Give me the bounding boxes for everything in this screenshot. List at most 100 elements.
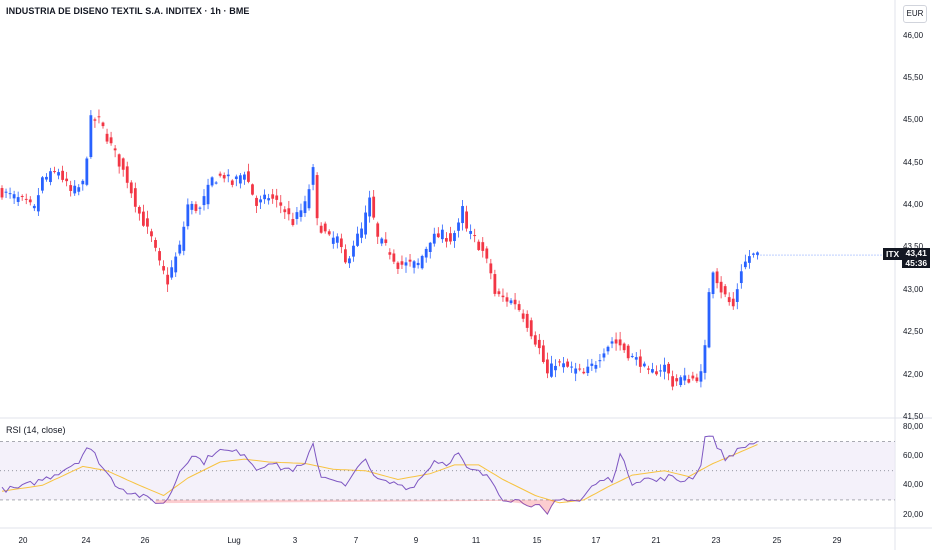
candle-body <box>647 368 650 370</box>
candle-body <box>525 313 529 328</box>
candle-body <box>303 201 307 214</box>
candle-body <box>263 194 266 200</box>
candle-body <box>89 115 93 158</box>
candle-body <box>194 204 198 211</box>
candle-body <box>469 231 473 234</box>
candle-body <box>748 256 751 263</box>
candle-body <box>57 172 60 176</box>
candle-body <box>105 133 109 142</box>
time-tick-label: 20 <box>18 536 28 545</box>
candle-body <box>449 233 452 242</box>
candle-body <box>715 271 719 284</box>
candle-body <box>158 251 161 261</box>
candle-body <box>465 211 468 229</box>
candle-body <box>121 158 125 170</box>
candle-body <box>752 253 755 255</box>
candle-body <box>142 211 145 226</box>
candle-body <box>554 365 557 371</box>
candle-body <box>307 189 311 209</box>
candle-body <box>69 185 73 191</box>
candle-body <box>348 258 351 264</box>
candle-body <box>101 122 105 127</box>
candle-body <box>453 233 456 242</box>
candle-body <box>642 363 646 367</box>
last-price-tag: ITX 43,41 45:36 <box>883 248 931 268</box>
rsi-tick-label: 80,00 <box>903 422 924 431</box>
candle-body <box>339 238 343 248</box>
candle-body <box>125 166 129 183</box>
candle-body <box>174 256 178 273</box>
rsi-legend-label[interactable]: RSI (14, close) <box>6 425 66 435</box>
candle-body <box>537 339 541 349</box>
candle-body <box>743 261 747 268</box>
candle-body <box>368 197 372 217</box>
candle-body <box>182 226 186 251</box>
rsi-oversold-fill <box>155 499 580 515</box>
candle-body <box>687 379 691 383</box>
candle-body <box>634 357 638 360</box>
candle-body <box>723 286 727 295</box>
candle-body <box>735 289 739 302</box>
candle-body <box>731 298 735 307</box>
price-tick-label: 43,50 <box>903 242 924 252</box>
candle-body <box>0 188 4 198</box>
candle-body <box>36 195 40 212</box>
candle-body <box>489 263 493 274</box>
candle-body <box>234 176 238 180</box>
candle-body <box>703 345 707 373</box>
candle-body <box>562 363 565 368</box>
candle-body <box>238 175 242 184</box>
candle-body <box>424 248 428 258</box>
candle-body <box>331 237 335 244</box>
candle-body <box>699 371 703 382</box>
symbol-title[interactable]: INDUSTRIA DE DISENO TEXTIL S.A. INDITEX … <box>6 6 250 16</box>
candle-body <box>440 229 444 240</box>
candle-body <box>606 346 610 352</box>
candle-body <box>85 158 89 185</box>
last-price-symbol: ITX <box>883 248 903 260</box>
time-tick-label: 24 <box>81 536 91 545</box>
candle-body <box>626 345 630 359</box>
candle-body <box>457 222 460 231</box>
bar-countdown: 45:36 <box>905 258 928 268</box>
candle-body <box>222 175 226 179</box>
candle-body <box>327 231 331 235</box>
rsi-line <box>1 435 758 516</box>
time-tick-label: 3 <box>292 536 298 545</box>
candle-body <box>558 361 561 363</box>
candle-body <box>28 199 32 203</box>
candle-body <box>20 195 24 197</box>
price-tick-label: 43,00 <box>903 284 924 294</box>
candle-body <box>610 341 614 344</box>
price-tick-label: 46,00 <box>903 30 924 40</box>
rsi-tick-label: 20,00 <box>903 509 924 519</box>
currency-button[interactable]: EUR <box>903 5 927 23</box>
candle-body <box>473 235 477 237</box>
price-tick-label: 42,00 <box>903 369 924 379</box>
candle-body <box>77 187 81 192</box>
candle-body <box>582 371 586 374</box>
candle-body <box>384 239 388 243</box>
candle-body <box>404 262 408 266</box>
candle-body <box>461 206 464 224</box>
price-tick-label: 44,00 <box>903 200 924 210</box>
candle-body <box>190 203 194 210</box>
candle-body <box>97 116 101 118</box>
time-tick-label: 21 <box>651 536 661 545</box>
candle-body <box>667 363 670 374</box>
candle-body <box>679 377 683 386</box>
time-tick-label: 15 <box>532 536 542 545</box>
candle-body <box>291 219 295 225</box>
candle-body <box>505 297 509 302</box>
time-tick-label: 11 <box>471 536 481 545</box>
candle-body <box>594 364 598 369</box>
candle-body <box>432 233 436 244</box>
candle-body <box>81 180 85 185</box>
candle-body <box>408 259 412 262</box>
candle-body <box>315 175 319 219</box>
time-tick-label: 7 <box>353 536 359 545</box>
candle-body <box>683 375 687 381</box>
candle-body <box>529 320 533 337</box>
